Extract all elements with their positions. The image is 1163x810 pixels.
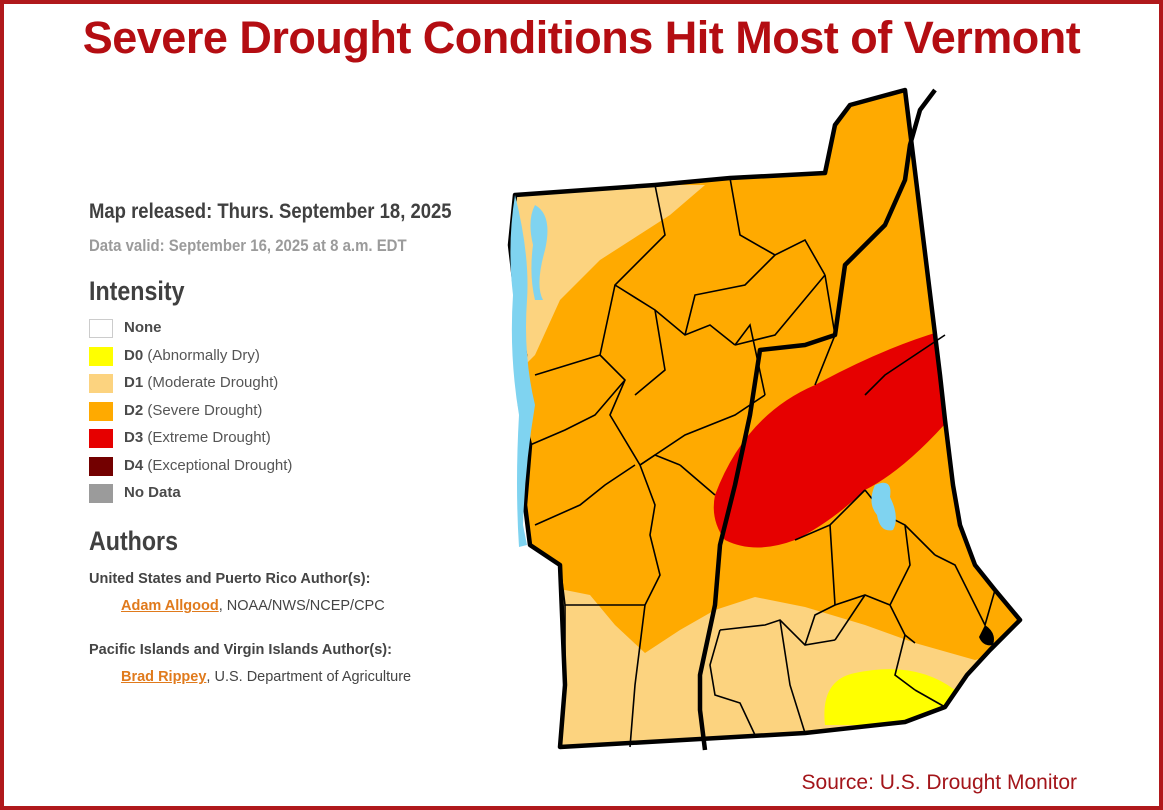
headline: Severe Drought Conditions Hit Most of Ve…: [82, 12, 1081, 63]
pacific-author-line: Brad Rippey, U.S. Department of Agricult…: [121, 669, 411, 685]
d3-extreme-drought-area: [713, 330, 953, 548]
pacific-author-org: , U.S. Department of Agriculture: [206, 669, 412, 685]
legend-desc: (Extreme Drought): [143, 429, 271, 446]
us-authors-heading: United States and Puerto Rico Author(s):: [89, 571, 371, 587]
legend-desc: (Severe Drought): [143, 401, 263, 419]
us-author-line: Adam Allgood, NOAA/NWS/NCEP/CPC: [121, 598, 385, 614]
lake-champlain: [510, 195, 535, 547]
d1-moderate-drought-area-nw: [510, 185, 705, 385]
legend-swatch-none: [89, 319, 113, 338]
river-mouth-marker: [979, 625, 994, 646]
legend-code: None: [124, 319, 162, 336]
legend-code: D1: [124, 374, 144, 391]
us-author-link[interactable]: Adam Allgood: [121, 598, 219, 614]
legend-code: D3: [124, 429, 144, 446]
legend-desc: (Moderate Drought): [143, 374, 279, 391]
d0-abnormally-dry-area: [824, 669, 955, 725]
legend-desc: (Exceptional Drought): [143, 456, 293, 474]
lake-champlain-islands-water: [530, 205, 548, 300]
pacific-author-link[interactable]: Brad Rippey: [121, 669, 207, 685]
legend-swatch-no-data: [89, 484, 113, 503]
legend-swatch-d3: [89, 429, 113, 448]
data-valid-date: Data valid: September 16, 2025 at 8 a.m.…: [89, 236, 407, 255]
legend-swatch-d4: [89, 456, 113, 476]
map-released-date: Map released: Thurs. September 18, 2025: [89, 200, 452, 223]
county-lines: [529, 177, 996, 748]
legend-swatch-d2: [89, 401, 113, 421]
legend-desc: (Abnormally Dry): [143, 346, 260, 364]
legend-code: D0: [124, 346, 144, 364]
us-author-org: , NOAA/NWS/NCEP/CPC: [218, 598, 385, 614]
legend-code: D4: [124, 456, 144, 474]
intensity-title: Intensity: [89, 276, 185, 306]
river-county-boundary: [697, 88, 937, 751]
lake-area-east: [871, 482, 896, 531]
source-credit: Source: U.S. Drought Monitor: [801, 771, 1077, 794]
legend-swatch-d0: [89, 346, 113, 366]
pacific-authors-heading: Pacific Islands and Virgin Islands Autho…: [89, 642, 392, 658]
legend-swatch-d1: [89, 374, 113, 393]
authors-title: Authors: [89, 526, 179, 556]
legend-code: D2: [124, 401, 144, 419]
legend-code: No Data: [124, 484, 181, 501]
vermont-drought-map: [505, 85, 1035, 755]
